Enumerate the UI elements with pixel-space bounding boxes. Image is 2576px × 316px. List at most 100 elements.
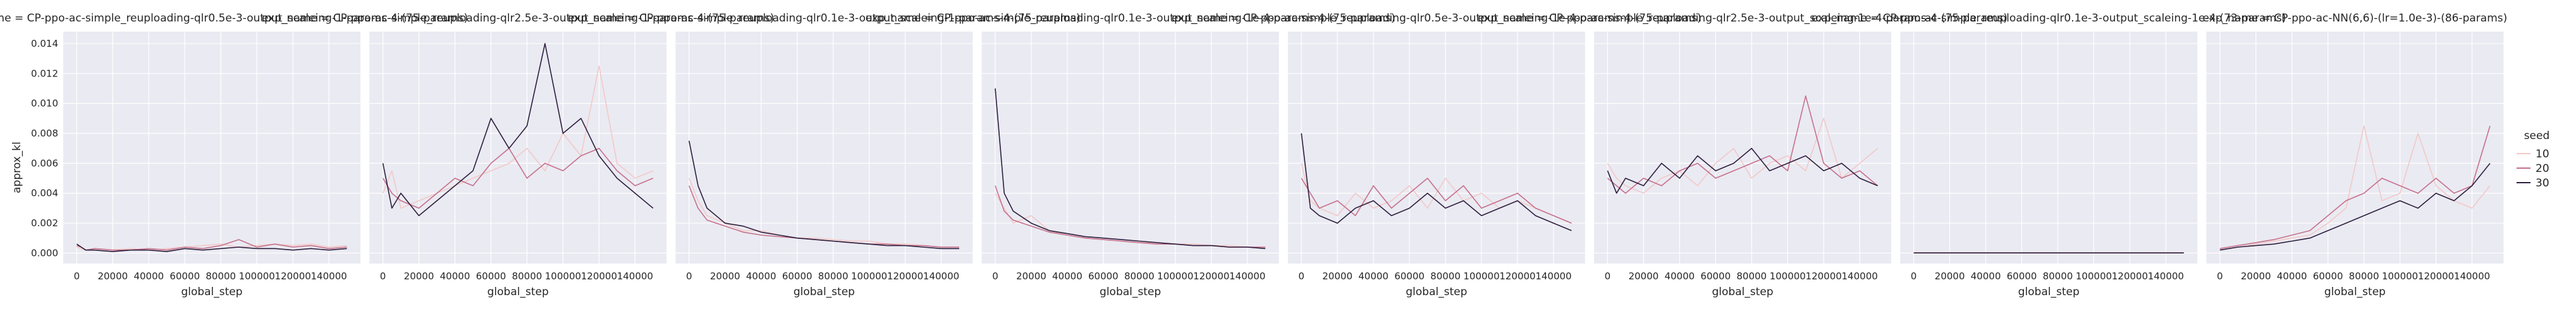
x-tick-label: 0 xyxy=(2217,270,2223,282)
x-axis-label: global_step xyxy=(1406,286,1467,298)
plot-background xyxy=(981,32,1279,264)
x-tick-label: 40000 xyxy=(1971,270,2001,282)
legend-title: seed xyxy=(2524,130,2550,142)
x-tick-label: 20000 xyxy=(710,270,740,282)
x-tick-label: 120000 xyxy=(2112,270,2148,282)
series-group xyxy=(689,140,959,250)
x-tick-label: 140000 xyxy=(1842,270,1878,282)
series-line-20 xyxy=(2219,125,2491,250)
x-tick-label: 80000 xyxy=(818,270,849,282)
legend-label-10: 10 xyxy=(2536,148,2549,161)
x-tick-label: 140000 xyxy=(2148,270,2184,282)
x-tick-label: 20000 xyxy=(1935,270,1965,282)
x-tick-label: 0 xyxy=(992,270,998,282)
plot-background xyxy=(63,32,360,264)
x-tick-label: 80000 xyxy=(205,270,236,282)
x-tick-label: 40000 xyxy=(1052,270,1083,282)
plot-background xyxy=(1594,32,1891,264)
plot-background xyxy=(369,32,667,264)
x-tick-label: 0 xyxy=(1911,270,1917,282)
x-tick-label: 0 xyxy=(1605,270,1611,282)
facet-panel: exp_name = CP-ppo-ac-simple_reuploading-… xyxy=(1812,12,2286,298)
legend-entry-30: 30 xyxy=(2517,177,2549,190)
x-tick-label: 80000 xyxy=(1124,270,1155,282)
series-line-20 xyxy=(77,239,347,251)
x-tick-label: 140000 xyxy=(923,270,959,282)
x-axis-label: global_step xyxy=(181,286,242,298)
series-group xyxy=(995,88,1266,250)
x-tick-label: 80000 xyxy=(2043,270,2073,282)
plot-background xyxy=(675,32,973,264)
x-tick-label: 60000 xyxy=(2007,270,2037,282)
facet-title: exp_name = CP-ppo-ac-simple_reuploading-… xyxy=(262,12,774,25)
series-line-30 xyxy=(995,88,1266,250)
x-tick-label: 140000 xyxy=(1535,270,1571,282)
y-tick-label: 0.014 xyxy=(31,38,58,49)
x-tick-label: 40000 xyxy=(2277,270,2307,282)
x-tick-label: 60000 xyxy=(1088,270,1119,282)
x-tick-label: 40000 xyxy=(746,270,776,282)
x-tick-label: 120000 xyxy=(2418,270,2454,282)
x-tick-label: 20000 xyxy=(1322,270,1352,282)
legend-label-30: 30 xyxy=(2536,177,2549,190)
x-tick-label: 120000 xyxy=(1806,270,1842,282)
x-tick-label: 20000 xyxy=(97,270,128,282)
x-axis-label: global_step xyxy=(2324,286,2386,298)
y-tick-label: 0.010 xyxy=(31,98,58,109)
x-tick-label: 100000 xyxy=(2076,270,2112,282)
x-tick-label: 80000 xyxy=(512,270,543,282)
x-tick-label: 100000 xyxy=(2382,270,2418,282)
x-axis-label: global_step xyxy=(1712,286,1773,298)
x-tick-label: 40000 xyxy=(440,270,470,282)
facet-panel: exp_name = CP-ppo-ac-NN(6,6)-(lr=1.0e-3)… xyxy=(2203,12,2508,298)
x-tick-label: 20000 xyxy=(1016,270,1046,282)
x-tick-label: 80000 xyxy=(1430,270,1461,282)
series-line-10 xyxy=(382,65,654,209)
facet-title: exp_name = CP-ppo-ac-simple_reuploading-… xyxy=(0,12,468,25)
x-tick-label: 120000 xyxy=(581,270,617,282)
series-line-20 xyxy=(1301,178,1572,224)
x-tick-label: 0 xyxy=(1298,270,1304,282)
series-group xyxy=(1301,133,1572,231)
plot-background xyxy=(2206,32,2504,264)
facet-title: exp_name = CP-ppo-ac-NN(6,6)-(lr=1.0e-3)… xyxy=(2203,12,2508,25)
x-tick-label: 120000 xyxy=(1193,270,1229,282)
x-axis-label: global_step xyxy=(794,286,855,298)
x-tick-label: 60000 xyxy=(169,270,200,282)
y-tick-label: 0.002 xyxy=(31,217,58,229)
x-tick-label: 120000 xyxy=(887,270,923,282)
series-group xyxy=(382,43,654,217)
y-tick-label: 0.006 xyxy=(31,157,58,169)
series-line-30 xyxy=(689,140,959,250)
legend-entry-10: 10 xyxy=(2517,148,2549,161)
facet-panel: exp_name = CP-ppo-ac-simple_reuploading-… xyxy=(0,12,468,298)
plot-background xyxy=(1900,32,2198,264)
series-group xyxy=(76,239,347,252)
x-tick-label: 60000 xyxy=(476,270,506,282)
x-tick-label: 40000 xyxy=(1358,270,1389,282)
facet-title: exp_name = CP-ppo-ac-simple_reuploading-… xyxy=(1812,12,2286,25)
x-tick-label: 60000 xyxy=(1700,270,1731,282)
y-tick-label: 0.004 xyxy=(31,188,58,199)
x-tick-label: 0 xyxy=(74,270,80,282)
series-line-30 xyxy=(382,43,654,217)
x-tick-label: 140000 xyxy=(2454,270,2490,282)
x-tick-label: 20000 xyxy=(404,270,434,282)
facet-title: exp_name = CP-ppo-ac-simple_reuploading-… xyxy=(1172,12,1702,25)
x-tick-label: 100000 xyxy=(1157,270,1193,282)
y-tick-label: 0.000 xyxy=(31,247,58,258)
series-line-10 xyxy=(689,178,959,248)
plot-background xyxy=(1287,32,1585,264)
x-tick-label: 0 xyxy=(380,270,386,282)
series-line-30 xyxy=(1301,133,1572,231)
x-tick-label: 40000 xyxy=(1664,270,1695,282)
series-line-30 xyxy=(76,243,347,252)
x-tick-label: 120000 xyxy=(275,270,311,282)
y-axis-label: approx_kl xyxy=(11,142,23,193)
x-tick-label: 100000 xyxy=(851,270,887,282)
series-group xyxy=(1607,95,1879,194)
x-axis-label: global_step xyxy=(488,286,549,298)
y-tick-label: 0.012 xyxy=(31,68,58,79)
x-tick-label: 140000 xyxy=(617,270,653,282)
